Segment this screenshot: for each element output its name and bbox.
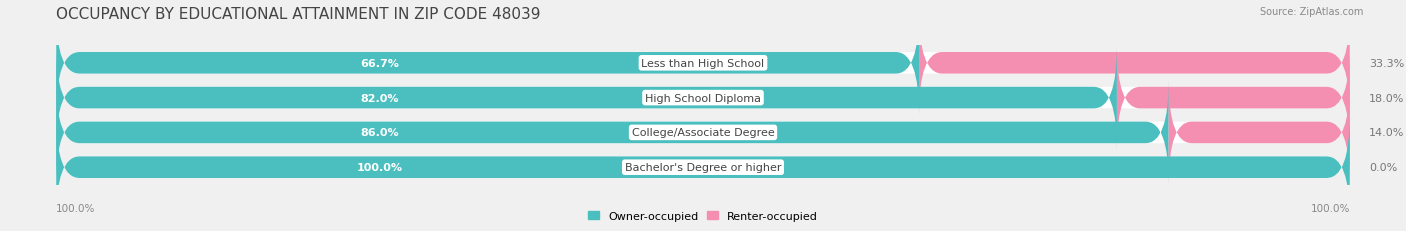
Text: Less than High School: Less than High School	[641, 58, 765, 69]
Text: 0.0%: 0.0%	[1369, 162, 1398, 173]
Text: Source: ZipAtlas.com: Source: ZipAtlas.com	[1260, 7, 1364, 17]
Text: 82.0%: 82.0%	[360, 93, 399, 103]
Text: High School Diploma: High School Diploma	[645, 93, 761, 103]
Text: 86.0%: 86.0%	[360, 128, 399, 138]
FancyBboxPatch shape	[56, 46, 1350, 150]
FancyBboxPatch shape	[56, 81, 1168, 184]
Text: College/Associate Degree: College/Associate Degree	[631, 128, 775, 138]
FancyBboxPatch shape	[56, 12, 1350, 115]
FancyBboxPatch shape	[56, 12, 920, 115]
Text: 18.0%: 18.0%	[1369, 93, 1405, 103]
FancyBboxPatch shape	[56, 116, 1350, 219]
FancyBboxPatch shape	[1116, 46, 1350, 150]
FancyBboxPatch shape	[56, 46, 1116, 150]
Legend: Owner-occupied, Renter-occupied: Owner-occupied, Renter-occupied	[583, 207, 823, 225]
FancyBboxPatch shape	[920, 12, 1350, 115]
FancyBboxPatch shape	[56, 81, 1350, 184]
Text: 100.0%: 100.0%	[1310, 203, 1350, 213]
FancyBboxPatch shape	[56, 116, 1350, 219]
Text: 14.0%: 14.0%	[1369, 128, 1405, 138]
Text: 33.3%: 33.3%	[1369, 58, 1405, 69]
Text: OCCUPANCY BY EDUCATIONAL ATTAINMENT IN ZIP CODE 48039: OCCUPANCY BY EDUCATIONAL ATTAINMENT IN Z…	[56, 7, 541, 22]
Text: Bachelor's Degree or higher: Bachelor's Degree or higher	[624, 162, 782, 173]
Text: 100.0%: 100.0%	[56, 203, 96, 213]
Text: 100.0%: 100.0%	[357, 162, 402, 173]
FancyBboxPatch shape	[1168, 81, 1350, 184]
Text: 66.7%: 66.7%	[360, 58, 399, 69]
